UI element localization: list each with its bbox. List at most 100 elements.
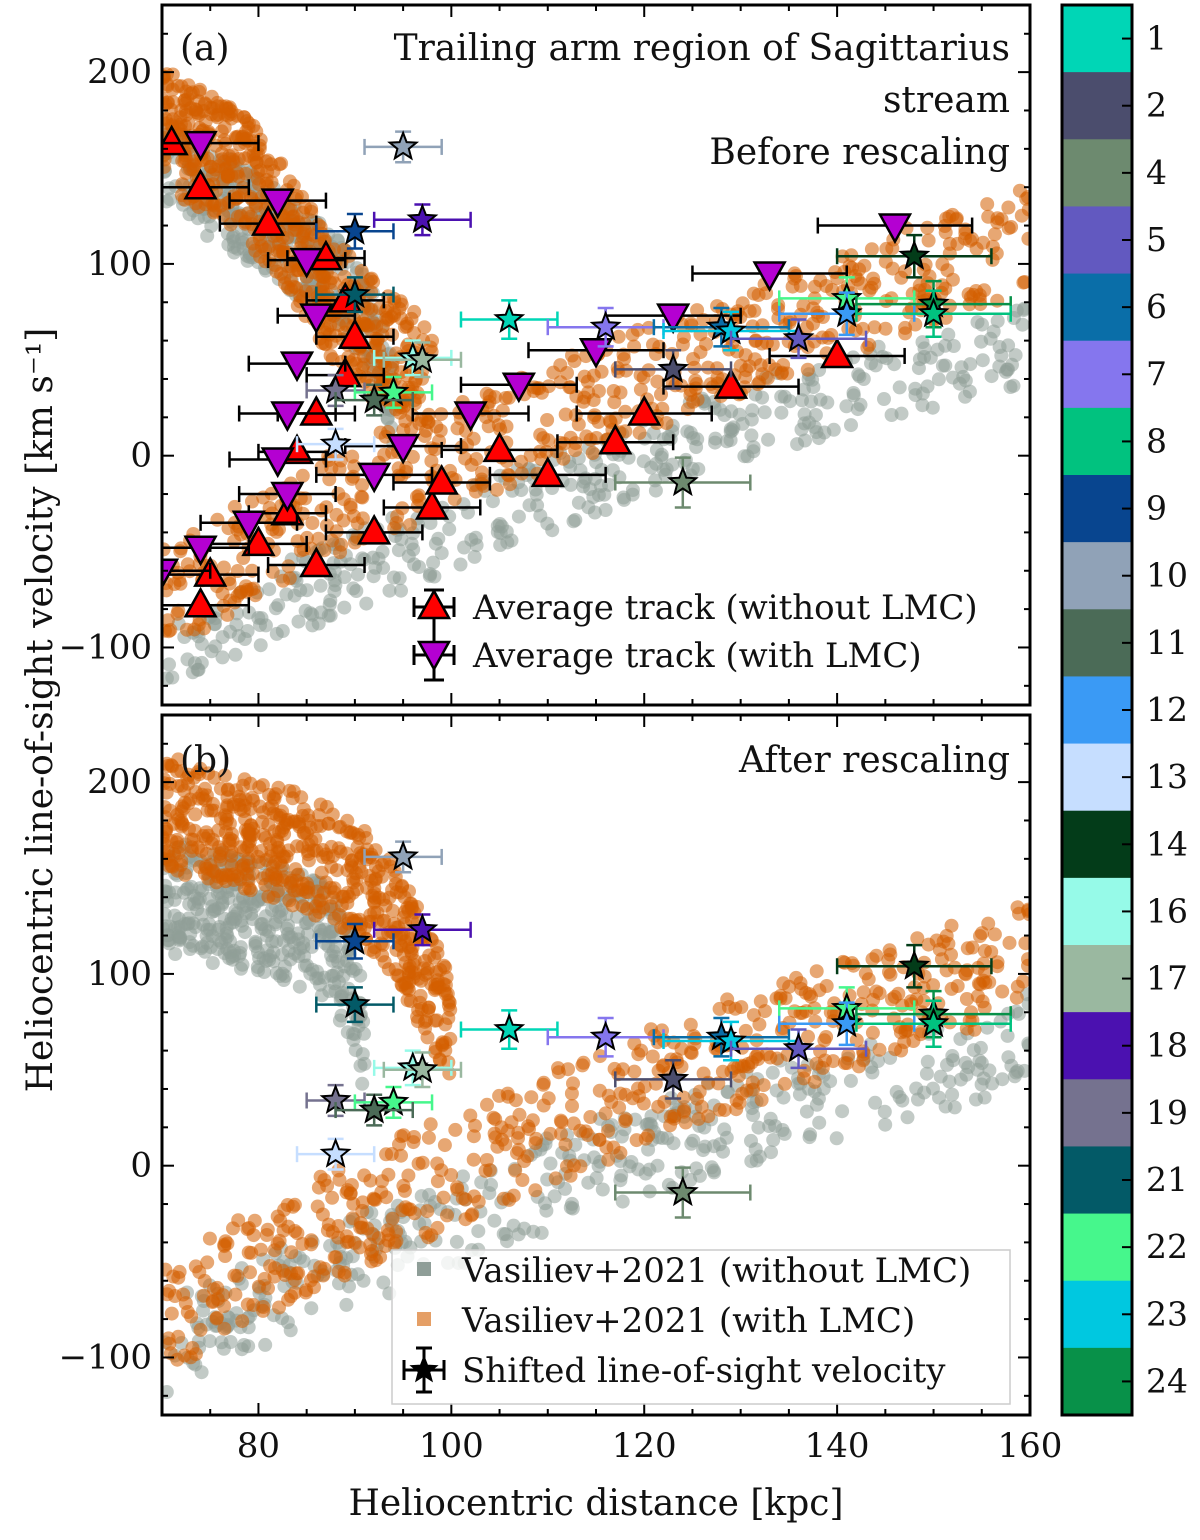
model-point-with-lmc — [777, 1076, 792, 1091]
model-point-without-lmc — [774, 405, 789, 420]
model-point-with-lmc — [751, 377, 765, 392]
model-point-without-lmc — [237, 1338, 251, 1352]
colorbar-segment — [1062, 5, 1132, 73]
model-point-with-lmc — [227, 1268, 242, 1283]
model-point-with-lmc — [217, 1321, 232, 1336]
model-point-without-lmc — [689, 440, 704, 454]
model-point-with-lmc — [935, 257, 950, 272]
model-point-with-lmc — [162, 776, 172, 791]
model-point-with-lmc — [564, 1086, 579, 1101]
model-point-with-lmc — [950, 236, 965, 251]
model-point-without-lmc — [659, 462, 674, 477]
model-point-without-lmc — [539, 1203, 554, 1218]
model-point-without-lmc — [179, 882, 194, 897]
model-point-with-lmc — [750, 1047, 765, 1062]
model-point-with-lmc — [857, 258, 872, 273]
model-point-without-lmc — [766, 1133, 781, 1147]
legend-b-label-with: Vasiliev+2021 (with LMC) — [461, 1301, 915, 1341]
x-tick-label: 140 — [805, 1426, 870, 1466]
model-point-with-lmc — [734, 1000, 749, 1015]
legend-b: Vasiliev+2021 (without LMC) Vasiliev+202… — [391, 1249, 1011, 1405]
star-point-marker — [657, 1062, 690, 1093]
model-point-without-lmc — [293, 941, 307, 956]
model-point-without-lmc — [683, 1173, 698, 1187]
model-point-without-lmc — [205, 904, 220, 919]
model-point-with-lmc — [162, 830, 170, 844]
model-point-without-lmc — [975, 353, 990, 368]
track-without-lmc-marker — [183, 168, 218, 200]
model-point-with-lmc — [179, 622, 194, 637]
model-point-with-lmc — [894, 1043, 909, 1058]
model-point-without-lmc — [953, 1072, 968, 1087]
model-point-with-lmc — [260, 164, 275, 179]
track-with-lmc-marker — [270, 401, 305, 433]
colorbar-segment — [1062, 945, 1132, 1013]
model-point-with-lmc — [869, 948, 884, 963]
model-point-with-lmc — [754, 1092, 769, 1107]
model-point-with-lmc — [367, 905, 382, 920]
model-point-with-lmc — [921, 233, 936, 248]
model-point-without-lmc — [506, 1218, 521, 1233]
model-point-with-lmc — [199, 825, 214, 840]
model-point-with-lmc — [357, 316, 371, 331]
model-point-without-lmc — [946, 339, 961, 353]
model-point-with-lmc — [885, 241, 900, 256]
model-point-without-lmc — [226, 234, 241, 249]
model-point-with-lmc — [332, 1172, 347, 1187]
model-point-with-lmc — [281, 1292, 296, 1307]
model-point-without-lmc — [323, 608, 338, 623]
model-point-with-lmc — [701, 1109, 716, 1124]
model-point-without-lmc — [534, 1225, 549, 1240]
model-point-with-lmc — [327, 911, 342, 926]
legend-b-swatch-with — [417, 1312, 431, 1326]
model-point-without-lmc — [303, 966, 318, 981]
model-point-with-lmc — [632, 425, 647, 440]
model-point-with-lmc — [424, 454, 439, 469]
model-point-without-lmc — [196, 1303, 210, 1318]
model-point-with-lmc — [227, 499, 242, 514]
model-point-with-lmc — [312, 268, 327, 283]
model-point-with-lmc — [633, 368, 648, 383]
model-point-with-lmc — [807, 1074, 822, 1089]
model-point-with-lmc — [417, 320, 432, 335]
track-without-lmc-marker — [598, 423, 633, 455]
colorbar-segment — [1062, 139, 1132, 208]
model-point-without-lmc — [990, 314, 1005, 328]
model-point-without-lmc — [471, 1224, 486, 1239]
track-without-lmc-marker — [627, 394, 662, 426]
model-point-without-lmc — [262, 952, 277, 967]
model-point-without-lmc — [442, 509, 457, 524]
model-point-without-lmc — [346, 1026, 361, 1041]
colorbar-segment — [1062, 1146, 1132, 1215]
colorbar-label: 23 — [1146, 1294, 1188, 1333]
model-point-with-lmc — [291, 883, 305, 898]
model-point-with-lmc — [240, 1297, 255, 1312]
model-point-with-lmc — [420, 1030, 435, 1045]
model-point-with-lmc — [388, 920, 403, 935]
model-point-without-lmc — [1009, 1065, 1024, 1080]
model-point-with-lmc — [357, 1168, 372, 1183]
model-point-with-lmc — [995, 984, 1010, 999]
model-point-with-lmc — [606, 1140, 621, 1155]
model-point-with-lmc — [650, 374, 665, 389]
model-point-with-lmc — [218, 1249, 233, 1263]
colorbar-segment — [1062, 1213, 1132, 1282]
panel-a-title-line-2: stream — [883, 80, 1010, 121]
model-point-without-lmc — [648, 473, 663, 488]
model-point-with-lmc — [430, 973, 445, 988]
model-point-with-lmc — [800, 362, 815, 377]
model-point-without-lmc — [214, 1335, 229, 1350]
model-point-with-lmc — [712, 1102, 727, 1117]
model-point-with-lmc — [417, 429, 432, 444]
model-point-with-lmc — [576, 394, 591, 409]
model-point-with-lmc — [389, 1234, 404, 1249]
model-point-with-lmc — [217, 768, 232, 783]
star-point-marker — [589, 310, 622, 341]
model-point-without-lmc — [1003, 380, 1018, 394]
model-point-with-lmc — [655, 1059, 670, 1074]
star-point-marker — [338, 277, 371, 309]
model-point-without-lmc — [485, 494, 500, 509]
model-point-without-lmc — [649, 442, 664, 457]
star-point-marker — [319, 427, 352, 458]
